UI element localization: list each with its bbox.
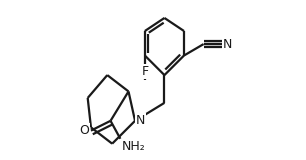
Text: NH₂: NH₂ [122,140,146,153]
Text: N: N [223,38,233,51]
Text: F: F [141,65,148,78]
Text: O: O [80,124,89,137]
Text: N: N [136,114,145,127]
